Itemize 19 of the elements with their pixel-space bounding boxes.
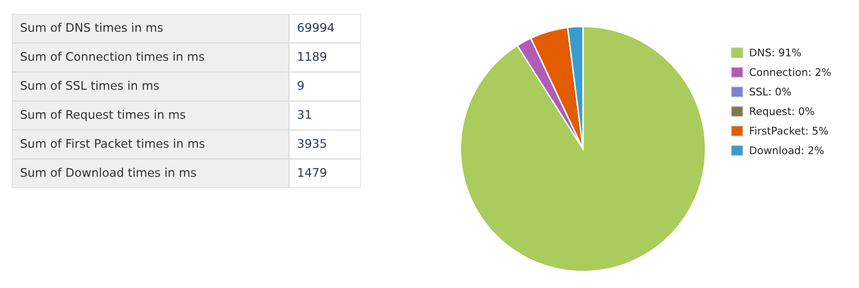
text: 1189: [298, 52, 326, 61]
text: 69994: [298, 22, 334, 32]
text: Sum of Connection times in ms: [20, 52, 204, 61]
legend-label: FirstPacket: 5%: [750, 126, 828, 135]
text: 3935: [298, 138, 326, 148]
text: Sum of First Packet times in ms: [20, 138, 204, 148]
text: Sum of Download times in ms: [20, 168, 196, 177]
legend-label: SSL: 0%: [750, 88, 791, 96]
legend-label: Request: 0%: [750, 107, 814, 118]
text: Sum of SSL times in ms: [20, 80, 159, 90]
pie-slice: [460, 26, 706, 272]
legend-label: DNS: 91%: [750, 48, 801, 56]
text: 9: [298, 80, 304, 90]
text: Sum of DNS times in ms: [20, 22, 163, 32]
text: 31: [298, 110, 311, 119]
legend-label: Download: 2%: [750, 146, 824, 154]
text: 1479: [298, 168, 326, 177]
text: Sum of Request times in ms: [20, 110, 186, 122]
legend-label: Connection: 2%: [750, 68, 831, 76]
